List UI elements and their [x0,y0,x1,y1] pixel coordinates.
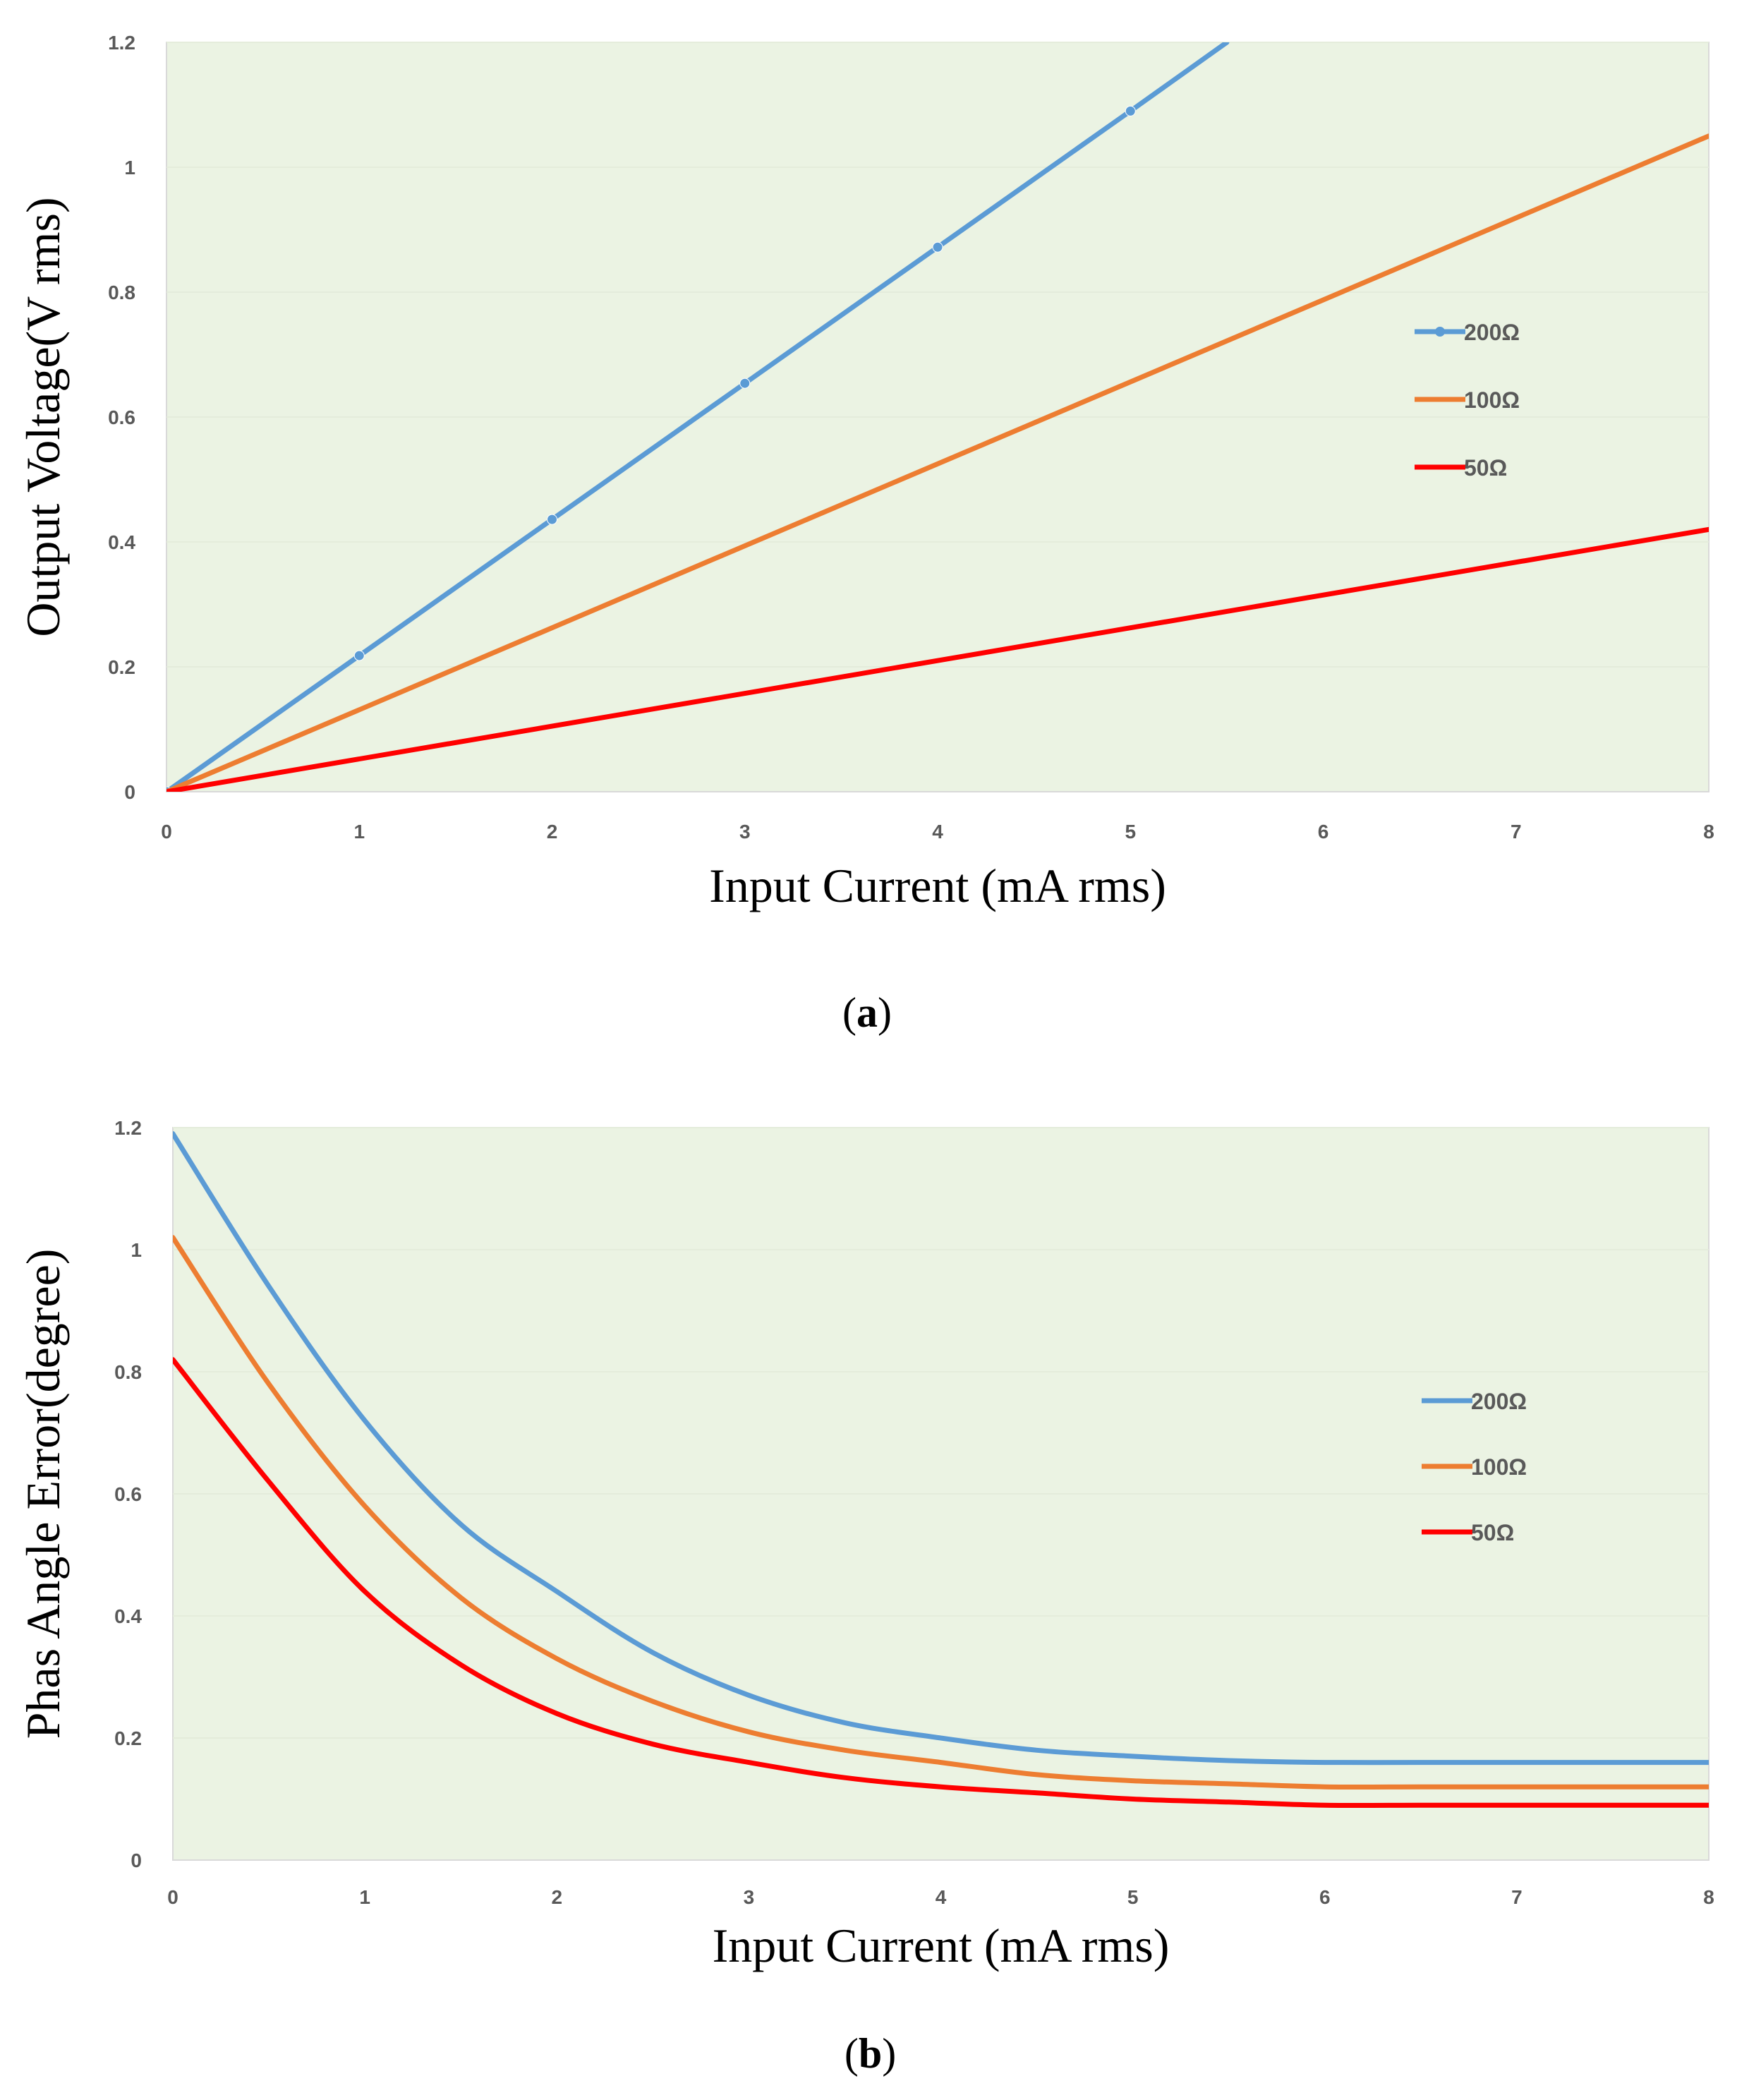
data-point [1125,105,1136,116]
y-tick-label: 0.6 [114,1483,142,1505]
panel-label-part: b [859,2030,882,2077]
legend-label: 100Ω [1464,387,1520,413]
y-tick-label: 0.2 [114,1727,142,1749]
panel-label-part: ( [842,989,857,1036]
y-tick-label: 1.2 [108,32,135,54]
legend-label: 50Ω [1471,1520,1514,1545]
panel-label-part: a [857,989,878,1036]
panel-label: (b) [845,2030,896,2077]
x-tick-label: 8 [1703,1886,1714,1908]
legend-marker [1435,327,1445,337]
legend: 200Ω 100Ω 50Ω [1422,1389,1527,1545]
panel-label-part: ( [845,2030,859,2077]
x-tick-label: 0 [167,1886,178,1908]
x-tick-label: 0 [161,821,172,843]
y-tick-label: 0.6 [108,406,135,428]
legend-label: 200Ω [1464,320,1520,345]
y-tick-label: 1 [131,1239,142,1261]
y-tick-label: 0 [131,1849,142,1871]
x-tick-label: 1 [359,1886,370,1908]
panel-label: (a) [842,989,892,1036]
x-tick-label: 1 [353,821,365,843]
y-tick-label: 0.2 [108,656,135,678]
y-tick-label: 0.8 [114,1361,142,1383]
legend: 200Ω 100Ω 50Ω [1415,320,1520,481]
y-tick-label: 0.4 [114,1605,142,1627]
y-axis-title: Phas Angle Error(degree) [16,1249,70,1739]
legend-label: 200Ω [1471,1389,1527,1414]
series-line-200Ω [173,1131,1709,1766]
panel-label-part: ) [882,2030,896,2077]
x-tick-label: 7 [1511,1886,1523,1908]
data-point [739,378,751,389]
x-axis-title: Input Current (mA rms) [713,1919,1170,1972]
x-tick-label: 2 [551,1886,562,1908]
series-line-50Ω [167,526,1709,792]
chart-panel-a: 0 0.2 0.4 0.6 0.8 1 1.2 0 1 2 3 4 5 6 7 8 Input Current … [16,32,1714,1036]
data-point [353,650,365,661]
chart-panel-b: 0 0.2 0.4 0.6 0.8 1 1.2 0 1 2 3 4 5 6 7 8 Input Current … [16,1117,1714,2077]
x-tick-label: 5 [1125,821,1136,843]
y-tick-label: 1.2 [114,1117,142,1139]
y-tick-label: 0.8 [108,282,135,303]
x-tick-label: 2 [547,821,558,843]
x-tick-label: 3 [744,1886,755,1908]
x-axis-title: Input Current (mA rms) [709,859,1166,912]
series-line-50Ω [173,1357,1709,1809]
legend-label: 100Ω [1471,1454,1527,1480]
y-tick-label: 1 [124,157,135,179]
x-tick-label: 6 [1318,821,1329,843]
y-tick-label: 0.4 [108,531,135,553]
y-axis-title: Output Voltage(V rms) [16,197,70,636]
y-tick-label: 0 [124,781,135,803]
x-tick-label: 6 [1319,1886,1331,1908]
data-point [547,514,557,525]
x-tick-label: 3 [739,821,751,843]
series-line-100Ω [173,1235,1709,1790]
x-tick-label: 7 [1511,821,1522,843]
data-point [932,241,943,253]
legend-label: 50Ω [1464,455,1507,481]
panel-label-part: ) [878,989,892,1036]
series-line-100Ω [167,133,1709,792]
x-tick-label: 4 [932,821,943,843]
series-group [167,42,1709,792]
x-tick-label: 5 [1127,1886,1139,1908]
series-group [173,1131,1709,1809]
x-tick-label: 4 [936,1886,947,1908]
x-tick-label: 8 [1703,821,1714,843]
